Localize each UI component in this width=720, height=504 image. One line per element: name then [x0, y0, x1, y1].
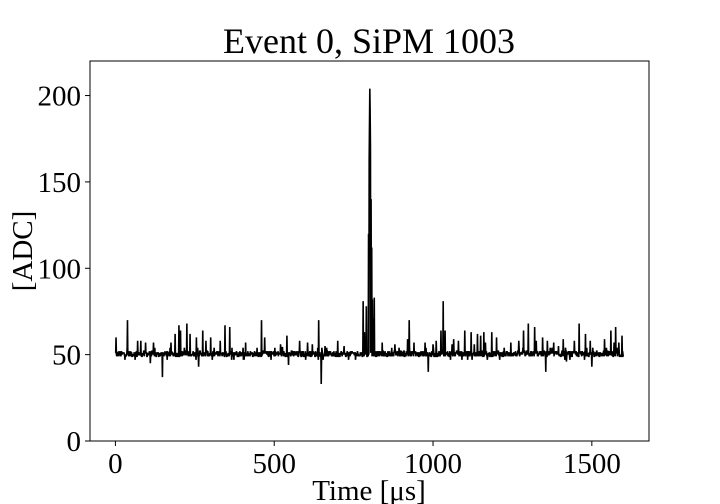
series-line — [114, 88, 625, 385]
y-tick-label: 200 — [38, 81, 82, 113]
y-tick-label: 100 — [38, 253, 82, 285]
y-tick-label: 150 — [38, 167, 82, 199]
x-tick-label: 0 — [108, 448, 123, 480]
x-tick-label: 500 — [252, 448, 296, 480]
x-tick-label: 1000 — [404, 448, 462, 480]
y-tick-label: 0 — [67, 426, 82, 458]
chart-title: Event 0, SiPM 1003 — [223, 21, 515, 61]
x-axis-label: Time [μs] — [312, 475, 426, 504]
plot-area — [89, 60, 650, 442]
y-axis-label: [ADC] — [7, 211, 39, 292]
x-tick-label: 1500 — [563, 448, 621, 480]
axis-ticks: 0 500 1000 1500 0 50 100 150 200 — [38, 81, 621, 480]
y-tick-label: 50 — [52, 340, 81, 372]
